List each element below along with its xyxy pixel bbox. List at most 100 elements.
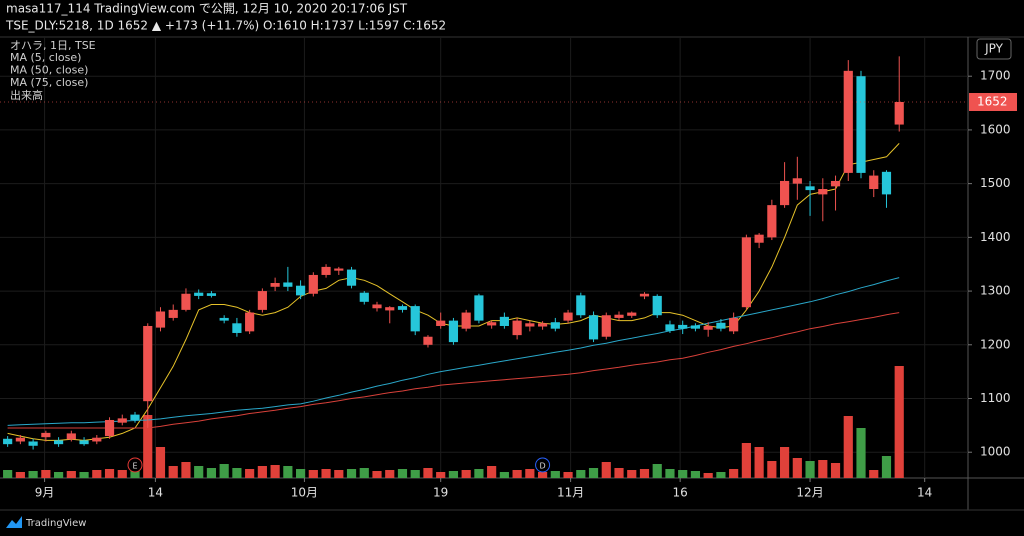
volume-bar xyxy=(767,461,777,478)
candles xyxy=(3,56,904,450)
candle-body xyxy=(576,295,586,316)
volume-bar xyxy=(830,463,841,478)
candle-body xyxy=(627,312,637,316)
candle-body xyxy=(410,306,420,332)
y-tick-label: 1400 xyxy=(980,230,1011,244)
last-price-box xyxy=(969,92,1017,111)
volume-bar xyxy=(512,470,522,478)
volume-bar xyxy=(423,468,433,478)
candle-body xyxy=(678,324,688,329)
candle-body xyxy=(104,419,115,437)
legend-entry: 出来高 xyxy=(10,88,43,102)
candle-body xyxy=(232,323,242,333)
legend-entry: MA (75, close) xyxy=(10,76,88,89)
candle-body xyxy=(372,304,382,309)
candle-body xyxy=(66,433,76,440)
legend-title: オハラ, 1日, TSE xyxy=(10,39,96,52)
volume-bar xyxy=(28,471,38,478)
volume-bar xyxy=(805,461,815,478)
volume-bar xyxy=(372,471,382,478)
volume-bar xyxy=(690,471,701,478)
volume-bar xyxy=(15,472,25,478)
volume-bar xyxy=(270,465,280,478)
volume-bar xyxy=(3,470,13,478)
legend-entry: MA (5, close) xyxy=(10,51,81,64)
candle-body xyxy=(512,320,522,336)
candle-body xyxy=(538,323,548,327)
volume-bar xyxy=(245,469,255,478)
candle-body xyxy=(869,175,879,190)
volume-bar xyxy=(359,468,369,478)
volume-bar xyxy=(92,470,102,478)
candle-body xyxy=(423,336,433,345)
candle-body xyxy=(181,293,191,310)
volume-bar xyxy=(155,447,166,478)
volume-bar xyxy=(117,470,127,478)
candle-body xyxy=(436,320,446,326)
candle-body xyxy=(652,295,662,316)
last-price-label: 1652 xyxy=(977,94,1008,108)
x-tick-label: 10月 xyxy=(291,486,318,500)
volume-bar xyxy=(881,456,892,478)
grid xyxy=(0,37,968,478)
volume-bar xyxy=(614,468,624,478)
x-tick-label: 14 xyxy=(148,486,163,500)
candle-body xyxy=(487,322,497,326)
candle-body xyxy=(257,291,267,310)
candle-body xyxy=(28,441,38,446)
candle-body xyxy=(780,180,790,206)
candle-body xyxy=(729,317,739,332)
volume-bar xyxy=(729,469,739,478)
volume-bar xyxy=(678,470,688,478)
candle-body xyxy=(321,266,331,275)
volume-bar xyxy=(754,447,764,478)
volume-bar xyxy=(792,458,802,478)
volume-bar xyxy=(843,416,853,478)
volume-bar xyxy=(869,470,879,478)
volume-bar xyxy=(168,466,178,478)
candle-body xyxy=(614,314,624,318)
volume-bar xyxy=(66,471,76,478)
event-label: D xyxy=(540,462,546,471)
x-tick-label: 14 xyxy=(917,486,932,500)
currency-box[interactable] xyxy=(976,38,1012,60)
candle-body xyxy=(54,440,64,445)
volume-bar xyxy=(104,469,115,478)
candle-body xyxy=(130,414,140,420)
candle-body xyxy=(194,292,204,296)
candle-body xyxy=(219,317,229,321)
y-tick-label: 1200 xyxy=(980,337,1011,351)
candle-body xyxy=(270,283,280,287)
volume-bar xyxy=(499,472,509,478)
volume-bar xyxy=(652,464,662,478)
ma-line xyxy=(7,277,900,426)
candle-body xyxy=(818,189,828,195)
candle-body xyxy=(792,178,802,184)
candle-body xyxy=(563,312,573,321)
candle-body xyxy=(296,285,306,296)
legend: MA (5, close)MA (50, close)MA (75, close… xyxy=(10,51,88,102)
volume-bar xyxy=(181,462,191,478)
candle-body xyxy=(716,322,726,329)
volume-bar xyxy=(194,466,204,478)
axes: 1000 1100 1200 1300 1400 1500 1600 1700 9月 14 10月 1… xyxy=(0,69,1017,500)
y-tick-label: 1500 xyxy=(980,176,1011,190)
candle-body xyxy=(143,325,153,402)
volume-bar xyxy=(525,469,535,478)
candle-body xyxy=(206,293,217,296)
candle-body xyxy=(245,312,255,332)
candle-body xyxy=(168,309,178,318)
volume-bar xyxy=(894,366,904,478)
footer-text: TradingView xyxy=(25,518,86,529)
candle-body xyxy=(461,312,471,329)
candle-body xyxy=(474,295,484,321)
volume-bar xyxy=(627,470,637,478)
candle-body xyxy=(601,315,611,337)
volume-bar xyxy=(716,472,726,478)
event-label: E xyxy=(132,462,137,471)
volume-bar xyxy=(576,470,586,478)
volume-bar xyxy=(206,468,217,478)
candle-body xyxy=(397,306,408,310)
x-tick-label: 16 xyxy=(673,486,688,500)
candle-body xyxy=(3,438,13,445)
